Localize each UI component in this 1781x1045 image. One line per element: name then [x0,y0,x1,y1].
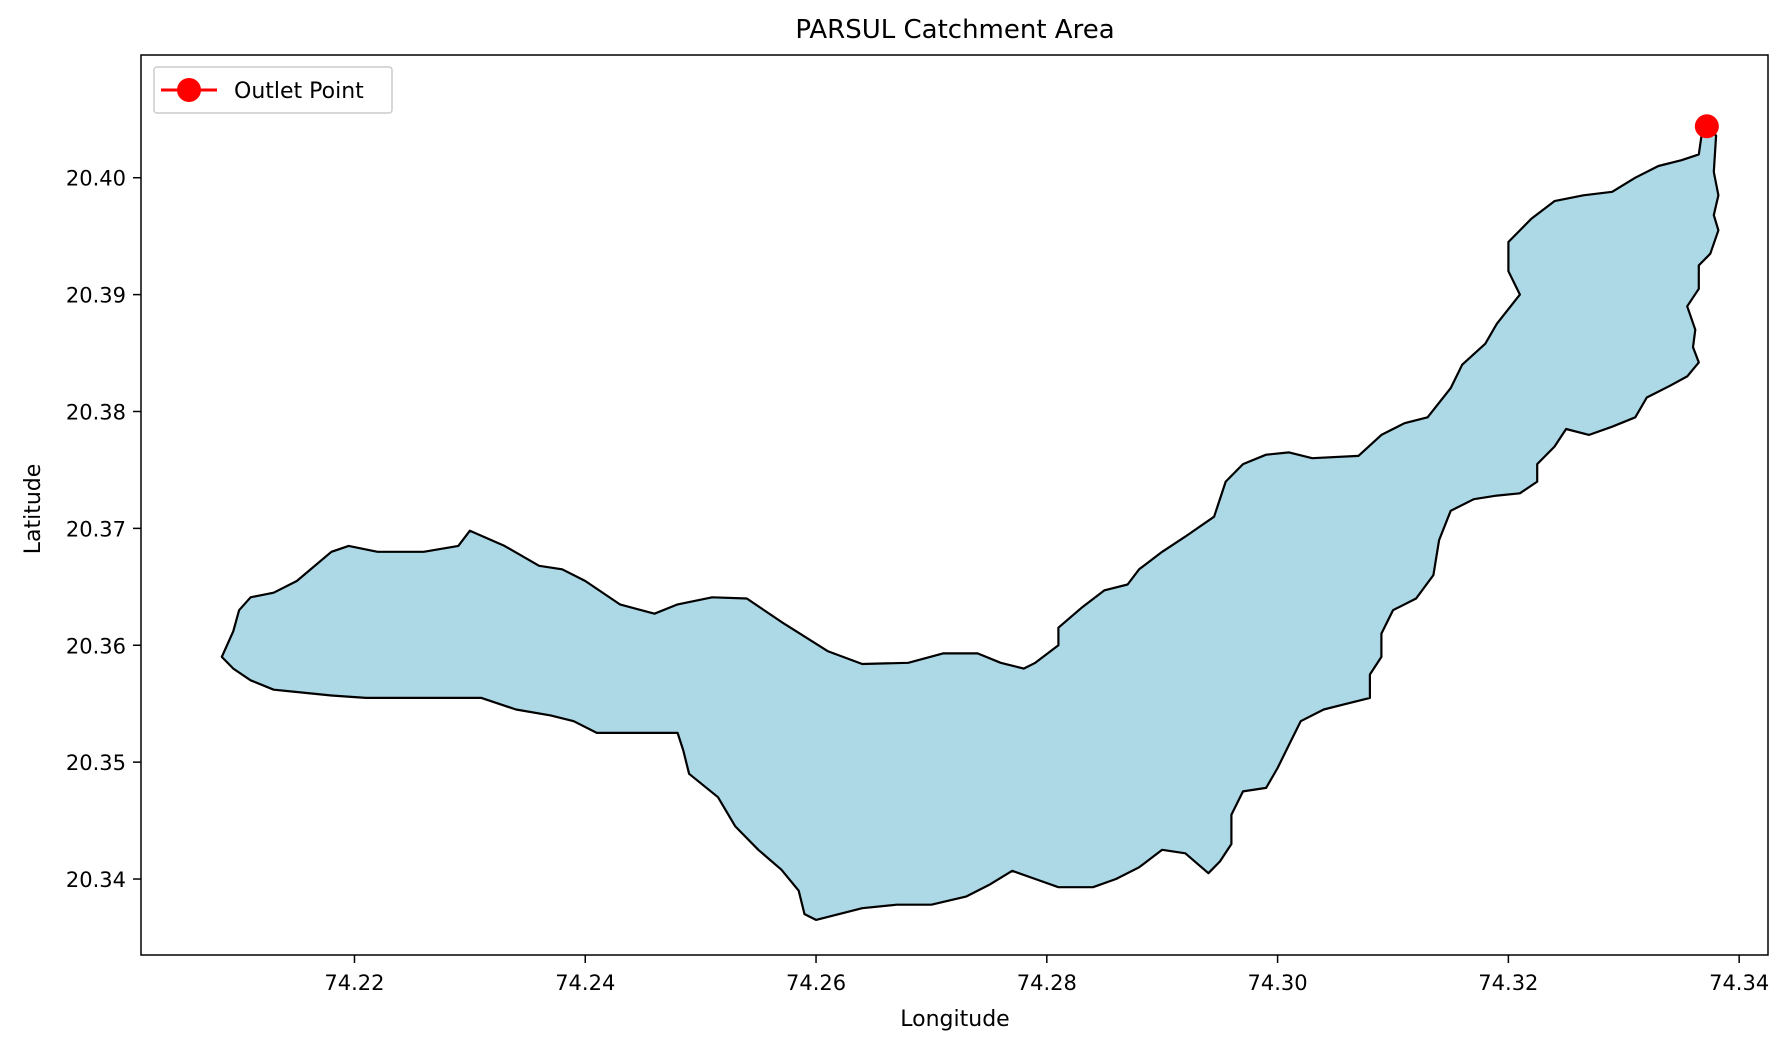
y-axis-label: Latitude [21,464,46,555]
y-tick-label: 20.40 [66,167,126,191]
x-axis-label: Longitude [900,1007,1009,1032]
catchment-polygon [220,127,1720,922]
legend: Outlet Point [153,66,393,114]
axes-frame [140,54,1769,956]
outlet-point-marker [1694,114,1719,139]
y-tick-label: 20.39 [66,284,126,308]
legend-frame [153,66,393,114]
legend-entry-outlet-point: Outlet Point [234,79,364,104]
y-tick-label: 20.36 [66,634,126,658]
legend-dot-marker [177,78,201,102]
axis-ticks: 74.22 74.24 74.26 74.28 74.30 74.32 74.34 20.34… [66,167,1769,995]
chart-title: PARSUL Catchment Area [795,15,1114,45]
plot-area [140,54,1769,956]
x-tick-label: 74.22 [324,971,384,995]
x-tick-label: 74.26 [786,971,846,995]
y-tick-label: 20.34 [66,868,126,892]
y-tick-label: 20.35 [66,751,126,775]
x-tick-label: 74.32 [1478,971,1538,995]
y-tick-label: 20.37 [66,517,126,541]
x-tick-label: 74.34 [1709,971,1769,995]
x-tick-label: 74.24 [555,971,615,995]
x-tick-label: 74.28 [1017,971,1077,995]
y-tick-label: 20.38 [66,400,126,424]
x-tick-label: 74.30 [1248,971,1308,995]
